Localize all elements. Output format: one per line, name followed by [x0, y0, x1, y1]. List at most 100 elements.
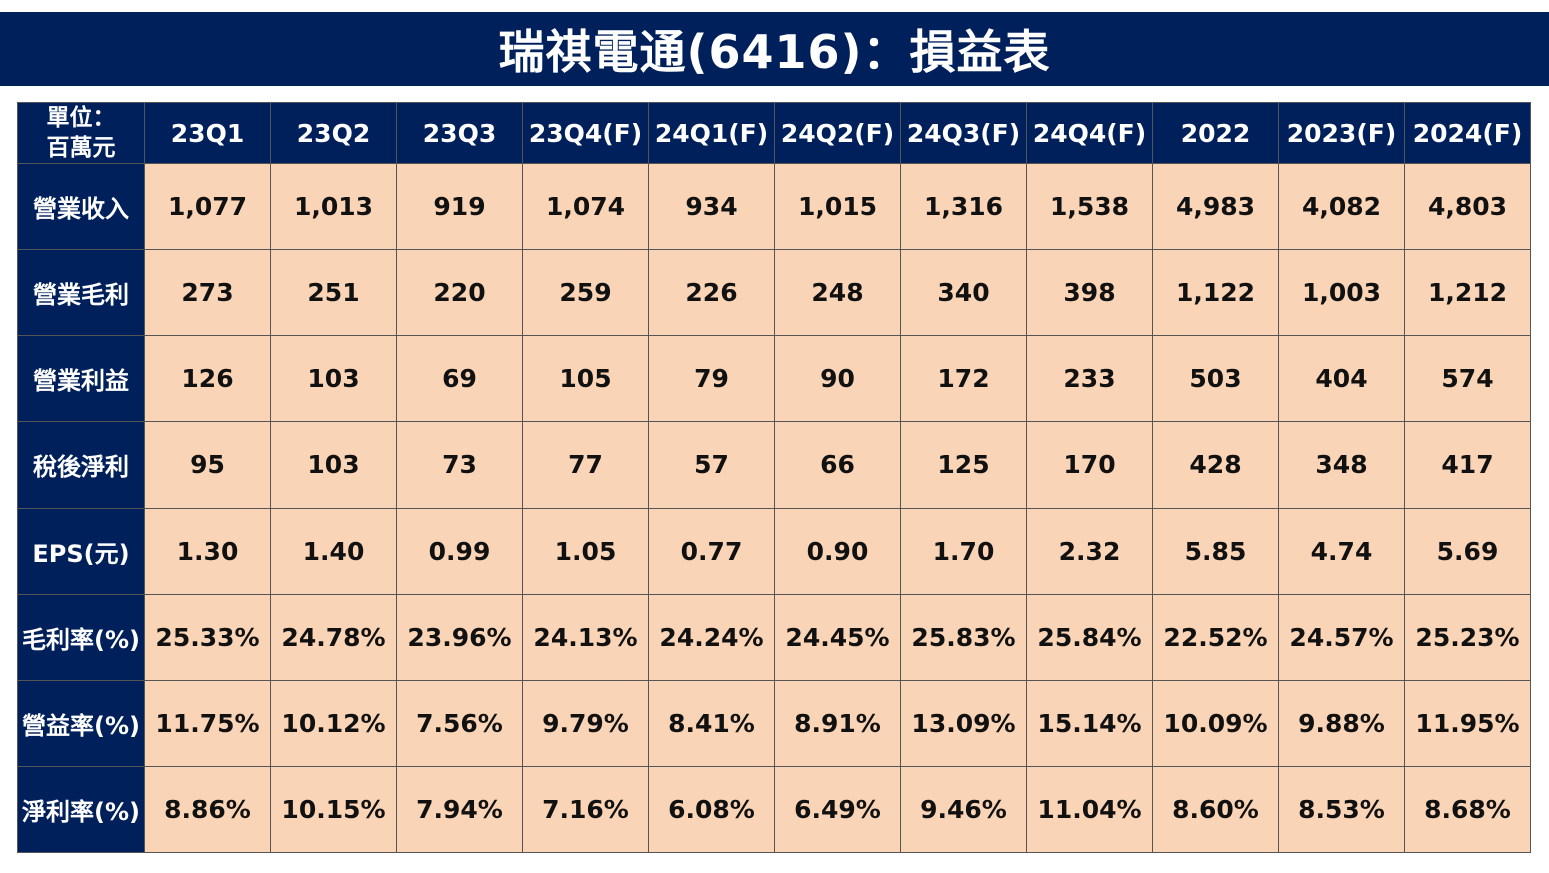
- table-cell: 1,013: [270, 162, 397, 251]
- table-cell: 226: [648, 249, 775, 337]
- table-cell: 5.69: [1404, 507, 1531, 595]
- column-header: 2023(F): [1278, 102, 1405, 164]
- table-cell: 1,212: [1404, 249, 1531, 337]
- income-statement-table: 單位： 百萬元 23Q1 23Q2 23Q3 23Q4(F) 24Q1(F) 24Q2(F…: [17, 102, 1531, 854]
- table-row: 營業利益 126 103 69 105 79 90 172 233 503 404 574: [17, 335, 1531, 423]
- table-cell: 1.70: [900, 507, 1027, 595]
- table-cell: 10.15%: [270, 765, 397, 854]
- table-cell: 6.49%: [774, 765, 901, 854]
- table-cell: 24.57%: [1278, 593, 1405, 681]
- column-header: 24Q4(F): [1026, 102, 1153, 164]
- table-cell: 233: [1026, 335, 1153, 423]
- table-row: 淨利率(%) 8.86% 10.15% 7.94% 7.16% 6.08% 6.49% 9.4…: [17, 765, 1531, 854]
- row-label: 營益率(%): [17, 679, 145, 767]
- table-cell: 1,316: [900, 162, 1027, 251]
- table-cell: 273: [144, 249, 271, 337]
- unit-label-line-1: 單位：: [46, 105, 116, 131]
- table-row: 營益率(%) 11.75% 10.12% 7.56% 9.79% 8.41% 8.91% 13…: [17, 679, 1531, 767]
- table-cell: 90: [774, 335, 901, 423]
- table-cell: 934: [648, 162, 775, 251]
- row-label: 稅後淨利: [17, 421, 145, 509]
- table-cell: 7.16%: [522, 765, 649, 854]
- row-label: EPS(元): [17, 507, 145, 595]
- table-cell: 1,003: [1278, 249, 1405, 337]
- column-header: 23Q3: [396, 102, 523, 164]
- table-body: 營業收入 1,077 1,013 919 1,074 934 1,015 1,316 1,538…: [17, 162, 1531, 854]
- table-cell: 25.83%: [900, 593, 1027, 681]
- table-row: 稅後淨利 95 103 73 77 57 66 125 170 428 348 417: [17, 421, 1531, 509]
- table-cell: 0.99: [396, 507, 523, 595]
- title-bar: 瑞祺電通(6416)：損益表: [0, 12, 1549, 86]
- table-cell: 95: [144, 421, 271, 509]
- table-cell: 1,122: [1152, 249, 1279, 337]
- table-cell: 77: [522, 421, 649, 509]
- table-row: 營業收入 1,077 1,013 919 1,074 934 1,015 1,316 1,538…: [17, 162, 1531, 251]
- column-header: 23Q2: [270, 102, 397, 164]
- table-cell: 10.09%: [1152, 679, 1279, 767]
- table-cell: 8.41%: [648, 679, 775, 767]
- table-cell: 1.40: [270, 507, 397, 595]
- table-cell: 8.91%: [774, 679, 901, 767]
- column-header: 23Q4(F): [522, 102, 649, 164]
- table-cell: 22.52%: [1152, 593, 1279, 681]
- table-cell: 1.05: [522, 507, 649, 595]
- table-cell: 25.23%: [1404, 593, 1531, 681]
- row-label: 營業收入: [17, 162, 145, 251]
- table-cell: 24.45%: [774, 593, 901, 681]
- table-cell: 11.04%: [1026, 765, 1153, 854]
- row-label: 營業利益: [17, 335, 145, 423]
- table-cell: 69: [396, 335, 523, 423]
- table-cell: 220: [396, 249, 523, 337]
- table-cell: 9.88%: [1278, 679, 1405, 767]
- table-cell: 103: [270, 335, 397, 423]
- table-cell: 417: [1404, 421, 1531, 509]
- column-header: 2022: [1152, 102, 1279, 164]
- table-cell: 1,074: [522, 162, 649, 251]
- unit-corner-cell: 單位： 百萬元: [17, 102, 145, 164]
- table-cell: 248: [774, 249, 901, 337]
- table-cell: 348: [1278, 421, 1405, 509]
- column-header: 24Q2(F): [774, 102, 901, 164]
- table-cell: 126: [144, 335, 271, 423]
- table-cell: 24.13%: [522, 593, 649, 681]
- table-cell: 8.68%: [1404, 765, 1531, 854]
- table-cell: 125: [900, 421, 1027, 509]
- table-cell: 2.32: [1026, 507, 1153, 595]
- row-label: 營業毛利: [17, 249, 145, 337]
- table-cell: 1,015: [774, 162, 901, 251]
- table-cell: 1.30: [144, 507, 271, 595]
- table-cell: 4,803: [1404, 162, 1531, 251]
- table-cell: 15.14%: [1026, 679, 1153, 767]
- row-label: 毛利率(%): [17, 593, 145, 681]
- table-cell: 404: [1278, 335, 1405, 423]
- column-header: 23Q1: [144, 102, 271, 164]
- table-cell: 24.24%: [648, 593, 775, 681]
- table-cell: 251: [270, 249, 397, 337]
- table-cell: 10.12%: [270, 679, 397, 767]
- table-cell: 25.84%: [1026, 593, 1153, 681]
- table-cell: 7.56%: [396, 679, 523, 767]
- table-cell: 105: [522, 335, 649, 423]
- table-cell: 574: [1404, 335, 1531, 423]
- table-cell: 8.60%: [1152, 765, 1279, 854]
- table-cell: 340: [900, 249, 1027, 337]
- table-header-row: 單位： 百萬元 23Q1 23Q2 23Q3 23Q4(F) 24Q1(F) 24Q2(F…: [17, 102, 1531, 164]
- table-cell: 0.90: [774, 507, 901, 595]
- table-cell: 172: [900, 335, 1027, 423]
- table-cell: 103: [270, 421, 397, 509]
- column-header: 24Q1(F): [648, 102, 775, 164]
- table-cell: 8.53%: [1278, 765, 1405, 854]
- table-cell: 11.95%: [1404, 679, 1531, 767]
- table-cell: 13.09%: [900, 679, 1027, 767]
- table-cell: 170: [1026, 421, 1153, 509]
- table-cell: 7.94%: [396, 765, 523, 854]
- unit-label-line-2: 百萬元: [46, 135, 116, 161]
- table-cell: 428: [1152, 421, 1279, 509]
- table-cell: 4.74: [1278, 507, 1405, 595]
- table-cell: 6.08%: [648, 765, 775, 854]
- page-title: 瑞祺電通(6416)：損益表: [498, 25, 1051, 79]
- table-row: 營業毛利 273 251 220 259 226 248 340 398 1,122 1,003 1,…: [17, 249, 1531, 337]
- table-row: 毛利率(%) 25.33% 24.78% 23.96% 24.13% 24.24% 24.4…: [17, 593, 1531, 681]
- table-cell: 11.75%: [144, 679, 271, 767]
- table-cell: 919: [396, 162, 523, 251]
